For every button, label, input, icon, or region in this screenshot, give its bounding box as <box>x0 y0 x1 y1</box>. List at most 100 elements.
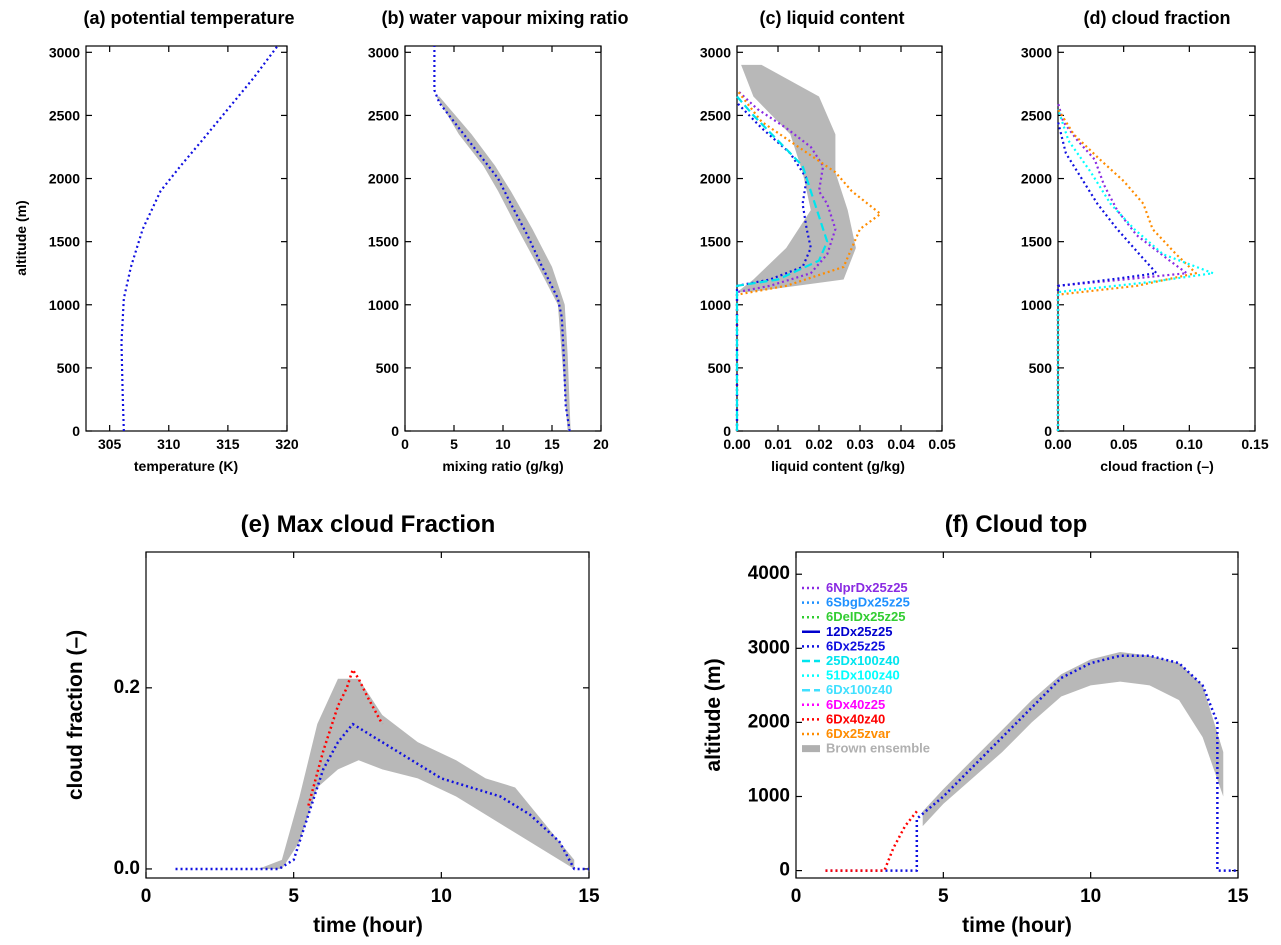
y-tick-label: 3000 <box>1021 44 1052 60</box>
y-tick-label: 2500 <box>1021 107 1052 123</box>
y-tick-label: 3000 <box>368 44 399 60</box>
panel-b-title: (b) water vapour mixing ratio <box>381 8 628 28</box>
panel-e: (e) Max cloud Fraction time (hour) cloud… <box>64 511 600 937</box>
y-tick-label: 500 <box>1029 360 1053 376</box>
legend-label: 6NprDx25z25 <box>826 580 908 595</box>
series-line-6Dx25z25 <box>120 45 279 432</box>
y-tick-label: 2500 <box>49 107 80 123</box>
panel-d-data <box>1056 102 1215 431</box>
y-tick-label: 4000 <box>748 563 790 584</box>
ensemble-band <box>436 96 571 431</box>
panel-d-title: (d) cloud fraction <box>1084 8 1231 28</box>
x-tick-label: 0 <box>791 886 802 907</box>
x-tick-label: 0.01 <box>764 436 791 452</box>
x-tick-label: 0.00 <box>1044 436 1071 452</box>
x-tick-label: 310 <box>157 436 181 452</box>
x-tick-label: 5 <box>938 886 949 907</box>
panel-c-title: (c) liquid content <box>760 8 905 28</box>
y-tick-label: 2500 <box>700 107 731 123</box>
series-line-6Dx25z25 <box>1056 121 1158 431</box>
y-tick-label: 2000 <box>700 171 731 187</box>
y-tick-label: 1000 <box>368 297 399 313</box>
x-tick-label: 10 <box>495 436 511 452</box>
x-tick-label: 305 <box>98 436 122 452</box>
y-tick-label: 3000 <box>49 44 80 60</box>
y-tick-label: 0 <box>1044 423 1052 439</box>
panel-c-ticks: 0.00 0.01 0.02 0.03 0.04 0.05 0 500 1000 1500 2000… <box>700 44 956 452</box>
panel-e-ylabel: cloud fraction (–) <box>64 630 87 800</box>
y-tick-label: 1000 <box>49 297 80 313</box>
panel-e-title: (e) Max cloud Fraction <box>241 511 496 538</box>
panel-b-frame <box>404 45 602 432</box>
series-line-6Dx40z40 <box>825 810 918 872</box>
x-tick-label: 15 <box>578 886 600 907</box>
ensemble-band <box>922 652 1224 827</box>
panel-a-title: (a) potential temperature <box>83 8 294 28</box>
panel-f-xlabel: time (hour) <box>962 914 1072 937</box>
legend-label: 6Dx40z25 <box>826 697 885 712</box>
legend-label: 6Dx25z25 <box>826 638 885 653</box>
panel-e-frame <box>145 551 590 879</box>
x-tick-label: 0.02 <box>805 436 832 452</box>
panel-c-data <box>735 64 882 431</box>
series-line-51Dx100z40 <box>1056 108 1215 431</box>
panel-a-ylabel: altitude (m) <box>13 200 29 275</box>
x-tick-label: 0.05 <box>928 436 955 452</box>
panel-b: (b) water vapour mixing ratio mixing rat… <box>368 8 629 474</box>
y-tick-label: 0 <box>723 423 731 439</box>
panel-d-frame <box>1057 45 1256 432</box>
legend-label: 6Dx40z40 <box>826 711 885 726</box>
y-tick-label: 0 <box>72 423 80 439</box>
x-tick-label: 0.10 <box>1176 436 1203 452</box>
panel-d-xlabel: cloud fraction (–) <box>1100 458 1214 474</box>
y-tick-label: 500 <box>376 360 400 376</box>
panel-f-ticks: 0 5 10 15 0 1000 2000 3000 4000 <box>748 552 1249 907</box>
y-tick-label: 2500 <box>368 107 399 123</box>
y-tick-label: 3000 <box>748 637 790 658</box>
legend-label: 6SbgDx25z25 <box>826 595 910 610</box>
series-line-6Dx25z25 <box>825 654 1238 872</box>
x-tick-label: 10 <box>431 886 452 907</box>
x-tick-label: 0 <box>141 886 152 907</box>
x-tick-label: 5 <box>450 436 458 452</box>
panel-a-data <box>120 45 279 432</box>
series-line-25Dx100z40 <box>735 95 829 431</box>
panel-a: (a) potential temperature temperature (K… <box>13 8 299 474</box>
series-line-6Dx25z25 <box>433 46 571 432</box>
y-tick-label: 0 <box>779 860 790 881</box>
panel-f-data <box>825 652 1238 872</box>
y-tick-label: 2000 <box>368 171 399 187</box>
series-line-6Dx40z40 <box>307 668 384 806</box>
panel-b-data <box>433 46 571 432</box>
panel-a-xlabel: temperature (K) <box>134 458 238 474</box>
panel-e-ticks: 0 5 10 15 0.0 0.2 <box>114 552 600 907</box>
panel-e-data <box>175 668 589 871</box>
panel-f-title: (f) Cloud top <box>945 511 1088 538</box>
legend-label: 12Dx25z25 <box>826 624 893 639</box>
y-tick-label: 2000 <box>1021 171 1052 187</box>
x-tick-label: 10 <box>1080 886 1101 907</box>
panel-b-ticks: 0 5 10 15 20 0 500 1000 1500 2000 2500 3000 <box>368 44 609 452</box>
y-tick-label: 2000 <box>49 171 80 187</box>
y-tick-label: 1000 <box>748 786 790 807</box>
legend-label: 51Dx100z40 <box>826 668 900 683</box>
y-tick-label: 500 <box>57 360 81 376</box>
x-tick-label: 0 <box>401 436 409 452</box>
x-tick-label: 0.00 <box>723 436 750 452</box>
panel-c: (c) liquid content liquid content (g/kg)… <box>700 8 956 474</box>
x-tick-label: 0.04 <box>887 436 914 452</box>
legend-label: 6Dx25zvar <box>826 726 890 741</box>
x-tick-label: 5 <box>288 886 299 907</box>
x-tick-label: 0.05 <box>1110 436 1137 452</box>
y-tick-label: 1500 <box>49 234 80 250</box>
y-tick-label: 1500 <box>1021 234 1052 250</box>
legend: 6NprDx25z256SbgDx25z256DeIDx25z2512Dx25z… <box>802 580 930 756</box>
panel-f-frame <box>795 551 1239 879</box>
panel-d-ticks: 0.00 0.05 0.10 0.15 0 500 1000 1500 2000 2500 3000 <box>1021 44 1269 452</box>
x-tick-label: 0.15 <box>1241 436 1268 452</box>
panel-c-frame <box>736 45 943 432</box>
legend-label: Brown ensemble <box>826 741 930 756</box>
x-tick-label: 15 <box>544 436 560 452</box>
y-tick-label: 0.2 <box>114 677 140 698</box>
